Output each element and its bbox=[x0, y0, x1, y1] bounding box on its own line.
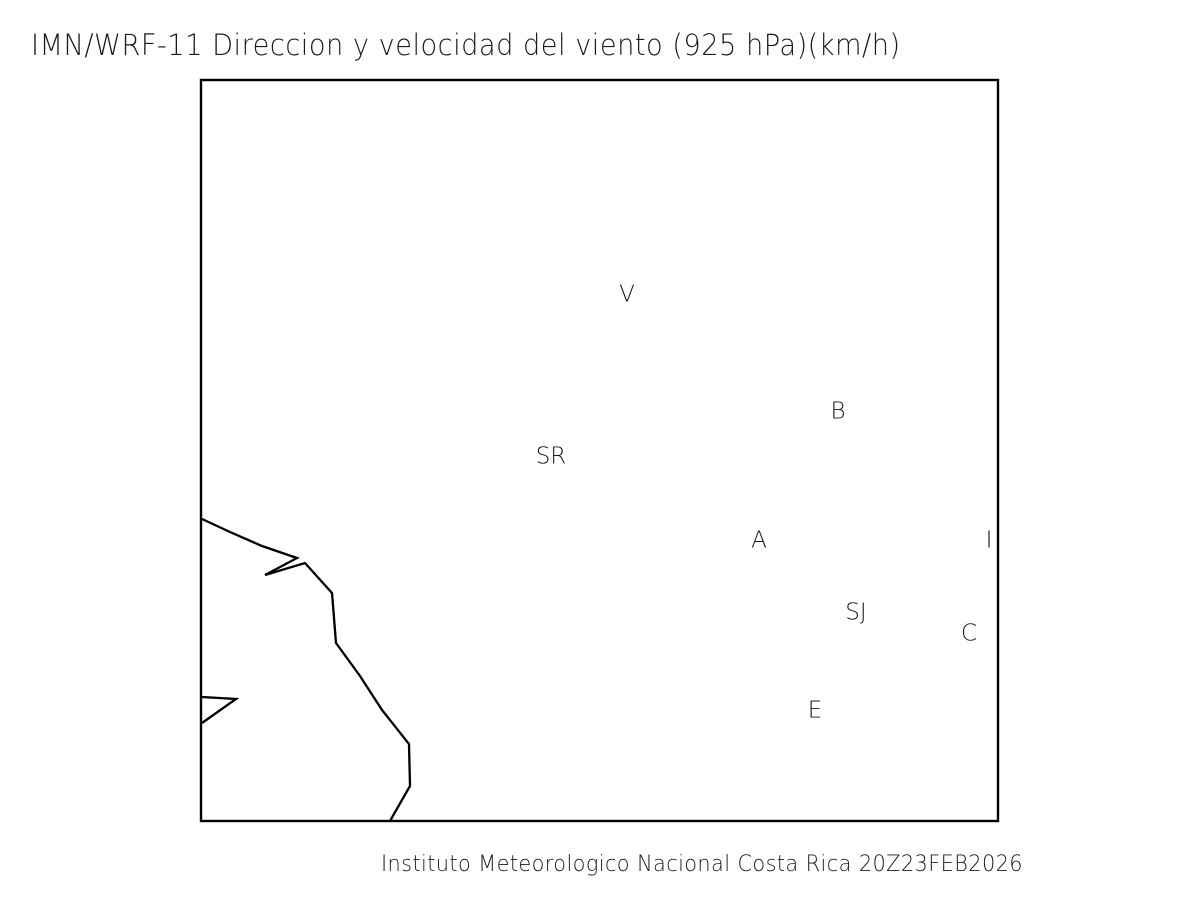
station-label-e: E bbox=[808, 698, 823, 724]
coastline-segment-1 bbox=[201, 695, 240, 724]
coastline-segment-0 bbox=[201, 517, 412, 822]
page-title: IMN/WRF-11 Direccion y velocidad del vie… bbox=[31, 28, 901, 62]
footer-attribution: Instituto Meteorologico Nacional Costa R… bbox=[381, 852, 1023, 877]
station-label-b: B bbox=[830, 399, 845, 425]
station-label-sj: SJ bbox=[845, 600, 866, 626]
station-label-sr: SR bbox=[536, 444, 567, 470]
coastline-group bbox=[201, 517, 412, 822]
station-label-a: A bbox=[751, 528, 767, 554]
map-frame-border bbox=[199, 78, 1000, 823]
station-label-v: V bbox=[619, 282, 635, 308]
station-label-c: C bbox=[961, 621, 977, 647]
station-label-i: I bbox=[986, 528, 993, 554]
station-label-group: V B SR A I SJ C E bbox=[536, 282, 993, 724]
